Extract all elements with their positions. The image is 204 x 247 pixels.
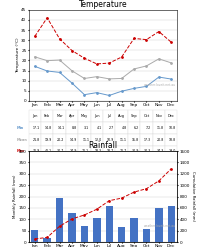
Bar — [118, 227, 125, 242]
Title: Rainfall: Rainfall — [89, 141, 118, 150]
Title: Temperature: Temperature — [79, 0, 127, 9]
Y-axis label: Temperature (°C): Temperature (°C) — [16, 38, 20, 73]
Bar — [31, 229, 39, 242]
Text: weather.loveit.net.au: weather.loveit.net.au — [144, 225, 176, 228]
Bar — [43, 238, 51, 242]
Y-axis label: Monthly Rainfall (mm): Monthly Rainfall (mm) — [13, 175, 17, 218]
Bar — [130, 218, 138, 242]
Bar — [56, 198, 63, 242]
Y-axis label: Cumulative Rainfall (mm): Cumulative Rainfall (mm) — [191, 171, 195, 222]
Bar — [68, 212, 76, 242]
Bar — [155, 208, 163, 242]
Bar — [143, 229, 150, 242]
Text: weather.loveit.net.au: weather.loveit.net.au — [144, 83, 176, 87]
Bar — [93, 218, 101, 242]
Bar — [105, 206, 113, 242]
Bar — [167, 206, 175, 242]
Bar — [81, 226, 88, 242]
